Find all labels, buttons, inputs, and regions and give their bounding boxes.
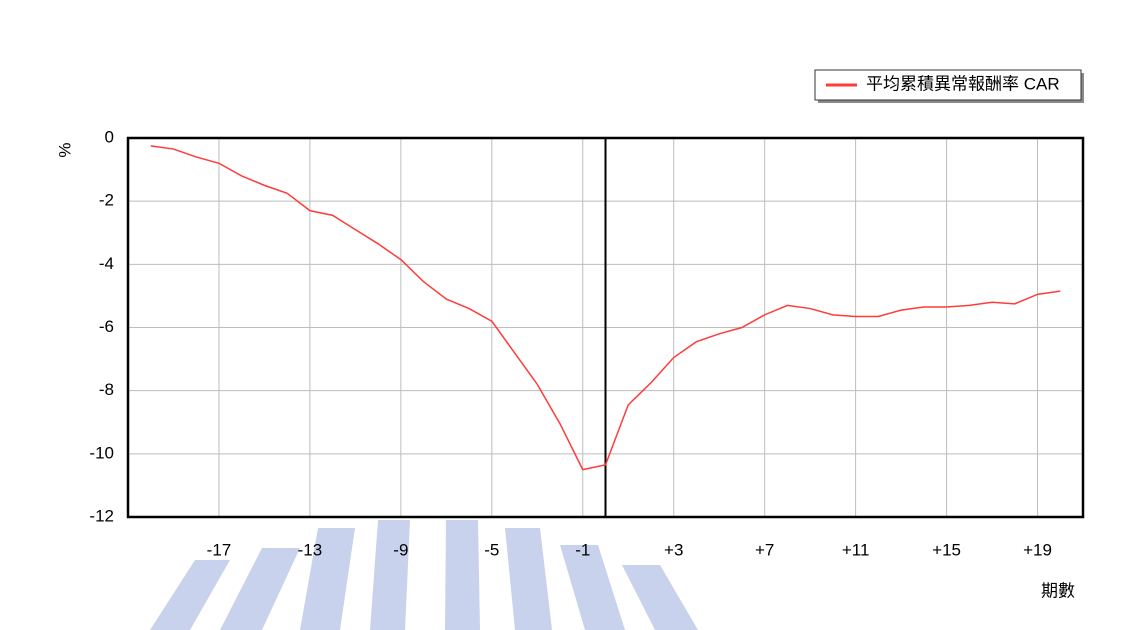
data-line [150, 145, 1061, 471]
legend-box [814, 69, 1082, 101]
x-tick-label: +7 [755, 540, 774, 559]
y-tick-label: -4 [99, 254, 114, 273]
x-tick-label: -17 [207, 540, 232, 559]
y-axis-label: % [55, 142, 74, 157]
y-tick-label: -2 [99, 191, 114, 210]
y-tick-label: -12 [89, 506, 114, 525]
legend: 平均累積異常報酬率 CAR [814, 69, 1084, 103]
x-axis-label: 期數 [1041, 581, 1075, 600]
background [0, 0, 1121, 5]
legend-label: 平均累積異常報酬率 CAR [866, 74, 1060, 93]
x-tick-label: -5 [484, 540, 499, 559]
x-tick-label: -9 [393, 540, 408, 559]
x-tick-label: +19 [1023, 540, 1052, 559]
x-tick-label: -1 [575, 540, 590, 559]
y-tick-label: 0 [105, 127, 114, 146]
x-tick-label: -13 [298, 540, 323, 559]
x-tick-label: +11 [842, 540, 870, 559]
y-tick-label: -8 [99, 380, 114, 399]
y-tick-label: -10 [89, 443, 114, 462]
watermark [150, 520, 698, 630]
y-tick-label: -6 [99, 317, 114, 336]
x-tick-label: +15 [932, 540, 961, 559]
x-tick-label: +3 [664, 540, 683, 559]
